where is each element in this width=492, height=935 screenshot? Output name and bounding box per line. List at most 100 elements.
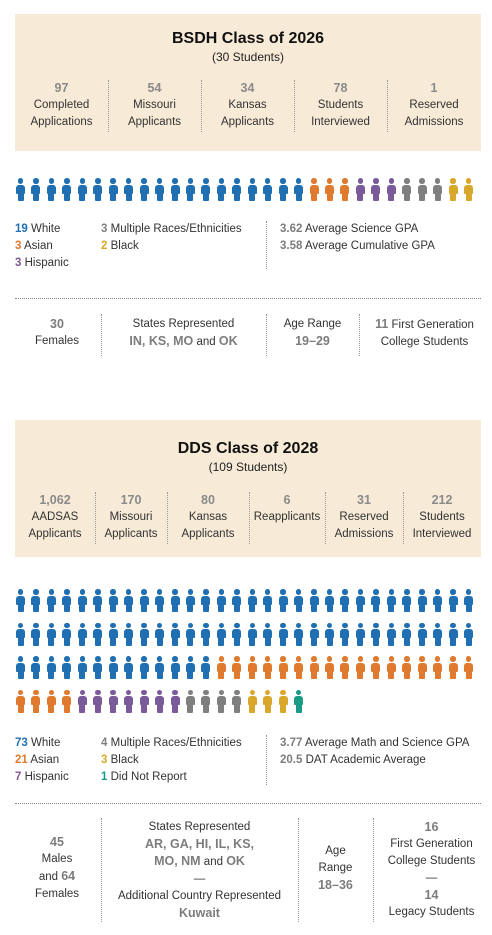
person-icon-asian: [30, 689, 41, 713]
stat-label: Interviewed: [311, 116, 370, 128]
dds-stat-reapplicants: 6 Reapplicants: [249, 492, 325, 526]
firstgen-count: 11: [375, 317, 389, 331]
person-icon-hispanic: [139, 689, 150, 713]
legend-asian-label: Asian: [30, 754, 60, 766]
person-icon-white: [154, 656, 165, 679]
person-icon-white: [46, 622, 57, 646]
divider: [387, 80, 388, 132]
females-label: Females: [34, 335, 80, 347]
divider: [167, 492, 168, 544]
stat-number: 1: [430, 81, 438, 95]
legend-black-label: Black: [110, 240, 139, 252]
divider: [403, 492, 404, 544]
stat-label: Applicants: [104, 528, 158, 540]
states-label: States Represented: [148, 821, 251, 833]
stat-label: Kansas: [228, 99, 267, 111]
dds-info-age: Age Range 18–36: [298, 843, 373, 894]
person-icon-white: [278, 622, 289, 646]
person-icon-white: [231, 622, 242, 646]
divider: [95, 492, 96, 544]
stat-number: 6: [283, 493, 291, 507]
person-icon-white: [339, 622, 350, 646]
person-icon-white: [30, 178, 41, 201]
dds-legend-col1: 73 White 21 Asian 7 Hispanic: [15, 735, 69, 786]
stat-number: 80: [201, 493, 215, 507]
person-icon-white: [77, 622, 88, 646]
legend-dnr-count: 1: [101, 771, 108, 783]
person-icon-white: [262, 589, 273, 612]
divider: [266, 221, 267, 269]
country-value: Kuwait: [179, 906, 220, 920]
person-icon-asian: [61, 689, 72, 713]
gpa-math-science: 3.77 Average Math and Science GPA: [280, 735, 469, 752]
person-icon-did-not-report: [293, 689, 304, 713]
stat-number: 1,062: [39, 493, 71, 507]
dat-label: DAT Academic Average: [305, 754, 426, 766]
person-icon-white: [370, 589, 381, 612]
legend-hispanic: 3 Hispanic: [15, 255, 69, 272]
bsdh-subtitle: (30 Students): [211, 50, 285, 64]
legend-hispanic-label: Hispanic: [24, 257, 69, 269]
legend-asian-count: 3: [15, 240, 22, 252]
firstgen-dash: —: [425, 872, 438, 884]
dds-gpa: 3.77 Average Math and Science GPA 20.5 D…: [280, 735, 469, 769]
person-icon-white: [401, 622, 412, 646]
person-icon-white: [216, 178, 227, 201]
person-icon-white: [463, 589, 474, 612]
stat-label: Missouri: [109, 511, 153, 523]
person-icon-hispanic: [108, 689, 119, 713]
bsdh-info-age: Age Range 19–29: [266, 316, 359, 350]
males-label: Males: [41, 853, 73, 865]
stat-label: Applicants: [220, 116, 275, 128]
person-icon-white: [185, 656, 196, 679]
stat-number: 212: [431, 493, 453, 507]
person-icon-black: [278, 689, 289, 713]
person-icon-white: [15, 589, 26, 612]
person-icon-white: [61, 622, 72, 646]
person-icon-white: [15, 656, 26, 679]
person-icon-multiple: [401, 178, 412, 201]
person-icon-white: [170, 656, 181, 679]
firstgen-count: 16: [424, 820, 439, 834]
person-icon-white: [92, 589, 103, 612]
bsdh-info-females: 30 Females: [15, 316, 99, 350]
stat-number: 170: [120, 493, 142, 507]
person-icon-white: [293, 622, 304, 646]
person-icon-black: [247, 689, 258, 713]
person-icon-white: [15, 178, 26, 201]
bsdh-gpa: 3.62 Average Science GPA 3.58 Average Cu…: [280, 221, 435, 255]
person-icon-white: [463, 622, 474, 646]
person-icon-asian: [216, 656, 227, 679]
person-icon-white: [278, 589, 289, 612]
stat-label: AADSAS: [31, 511, 79, 523]
stat-label: Admissions: [334, 528, 394, 540]
legend-white: 73 White: [15, 735, 69, 752]
person-icon-white: [123, 656, 134, 679]
person-icon-white: [200, 622, 211, 646]
bsdh-info-firstgen: 11 First Generation College Students: [359, 316, 490, 351]
person-icon-white: [154, 589, 165, 612]
person-icon-asian: [448, 656, 459, 679]
person-icon-white: [108, 589, 119, 612]
person-icon-white: [61, 589, 72, 612]
legend-white: 19 White: [15, 221, 69, 238]
person-icon-white: [30, 589, 41, 612]
males-count: 45: [50, 835, 64, 849]
person-icon-multiple: [432, 178, 443, 201]
person-icon-hispanic: [355, 178, 366, 201]
person-icon-white: [432, 622, 443, 646]
age-label-1: Age: [325, 845, 346, 857]
person-icon-white: [200, 656, 211, 679]
person-icon-white: [46, 178, 57, 201]
person-icon-white: [139, 622, 150, 646]
person-icon-white: [200, 589, 211, 612]
person-icon-white: [200, 178, 211, 201]
stat-number: 78: [333, 81, 348, 95]
person-icon-white: [170, 622, 181, 646]
person-icon-white: [216, 589, 227, 612]
bsdh-info-states: States Represented IN, KS, MO and OK: [101, 316, 266, 351]
person-icon-asian: [324, 656, 335, 679]
person-icon-asian: [339, 656, 350, 679]
person-icon-asian: [15, 689, 26, 713]
dds-info-gender: 45 Males and 64 Females: [15, 834, 99, 903]
